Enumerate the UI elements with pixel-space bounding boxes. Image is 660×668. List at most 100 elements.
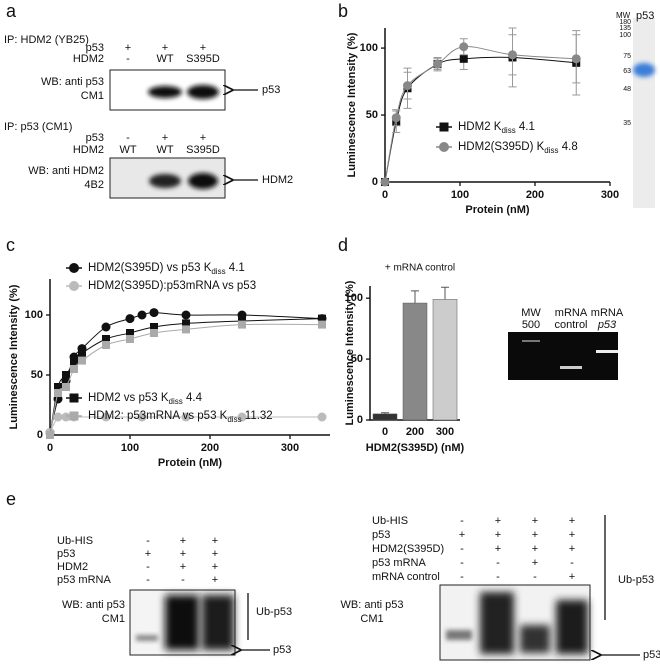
data-point (508, 50, 517, 60)
data-point (62, 371, 70, 379)
kd-value: 4.8 (562, 141, 578, 153)
lane-label: mRNA (555, 307, 588, 319)
kd-value: 4.1 (229, 262, 245, 274)
row-label: Ub-HIS (57, 535, 93, 547)
legend-entry: HDM2(S395D) vs p53 Kdiss 4.1 (88, 262, 245, 276)
y-axis-label: Luminescence Intensity (%) (346, 32, 358, 177)
legend-marker (439, 142, 449, 152)
lane-mark: + (569, 543, 575, 555)
lane-mark: - (146, 574, 150, 586)
panel-label: e (6, 489, 16, 509)
lane-mark: + (180, 548, 186, 560)
gel-header: MW (616, 11, 631, 20)
mw-marker: 135 (619, 25, 631, 32)
error-bar (381, 412, 389, 414)
bar (402, 302, 428, 421)
fit-curve (384, 46, 577, 183)
y-tick-label: 0 (357, 414, 363, 426)
band-label: Ub-p53 (618, 574, 654, 586)
panel-label: d (338, 235, 348, 255)
kd-subscript: diss (227, 415, 241, 424)
lane-mark: - (126, 132, 130, 144)
wb-label: CM1 (102, 613, 125, 625)
kd-value: 4.4 (186, 392, 203, 404)
lane-mark: WT (119, 144, 136, 156)
data-point (53, 412, 63, 422)
wb-label: CM1 (81, 90, 104, 102)
data-point (317, 412, 327, 422)
row-label: p53 (86, 42, 104, 54)
lane-mark: + (495, 529, 501, 541)
data-point (61, 412, 71, 422)
lane-mark: - (146, 561, 150, 573)
x-tick-label: 200 (406, 426, 424, 438)
data-point (54, 389, 62, 397)
lane-mark: + (532, 557, 538, 569)
kd-subscript: diss (501, 126, 515, 135)
gel-header: p53 (636, 10, 654, 22)
lane-label: mRNA (591, 307, 624, 319)
y-tick-label: 100 (25, 309, 43, 321)
x-axis-label: Protein (nM) (465, 204, 529, 216)
data-point (126, 335, 134, 343)
mw-marker: 35 (623, 120, 631, 127)
data-point (70, 359, 78, 367)
x-axis-label: Protein (nM) (158, 457, 222, 469)
data-point (78, 349, 86, 358)
row-label: p53 (372, 529, 390, 541)
x-tick-label: 200 (201, 442, 219, 454)
row-label: p53 mRNA (372, 557, 426, 569)
lane-mark: - (460, 515, 464, 527)
y-tick-label: 50 (366, 109, 378, 121)
lane-mark: S395D (186, 144, 220, 156)
legend-name: HDM2(S395D):p53mRNA vs p53 (88, 280, 256, 292)
error-bar (441, 286, 449, 300)
lane-mark: + (200, 42, 206, 54)
lane-mark: + (459, 529, 465, 541)
legend-entry: HDM2(S395D) Kdiss 4.8 (458, 141, 578, 155)
legend-name: HDM2: p53mRNA vs p53 (88, 410, 216, 422)
panel-label: b (338, 1, 348, 21)
data-point (182, 325, 190, 334)
kd-subscript: diss (544, 146, 558, 155)
data-point (238, 320, 246, 329)
y-tick-label: 0 (372, 176, 378, 188)
data-point (182, 319, 190, 328)
data-point (137, 310, 147, 320)
data-point (237, 412, 247, 422)
data-point (459, 42, 469, 52)
bar (372, 413, 398, 421)
legend-entry: HDM2: p53mRNA vs p53 Kdiss 11.32 (88, 410, 273, 424)
y-tick-label: 50 (351, 353, 363, 365)
legend-name: HDM2 (458, 121, 491, 133)
x-tick-label: 0 (47, 442, 53, 454)
kd-symbol: K (220, 410, 228, 422)
kd-subscript: diss (211, 267, 225, 276)
lane-mark: WT (156, 144, 173, 156)
legend-marker (69, 263, 79, 273)
kd-symbol: K (537, 141, 545, 153)
lane-mark: - (460, 571, 464, 583)
fit-curve (384, 56, 577, 183)
bar (432, 299, 458, 421)
lane-label: p53 (597, 319, 617, 331)
y-tick-label: 0 (37, 429, 43, 441)
lane-mark: + (212, 548, 218, 560)
data-point (102, 335, 110, 343)
row-label: HDM2 (73, 144, 104, 156)
band-label: p53 (273, 644, 291, 656)
legend-entry: HDM2(S395D):p53mRNA vs p53 (88, 280, 256, 292)
annotation: + mRNA control (385, 263, 455, 274)
band-label: p53 (262, 84, 280, 96)
blot-a1 (109, 69, 258, 111)
data-point (391, 113, 401, 123)
lane-mark: + (495, 515, 501, 527)
data-point (54, 383, 62, 391)
ip-label: IP: HDM2 (YB25) (4, 34, 89, 46)
lane-mark: + (145, 548, 151, 560)
data-point (318, 320, 326, 329)
data-point (62, 383, 70, 391)
lane-mark: WT (156, 53, 173, 65)
lane-mark: + (180, 561, 186, 573)
